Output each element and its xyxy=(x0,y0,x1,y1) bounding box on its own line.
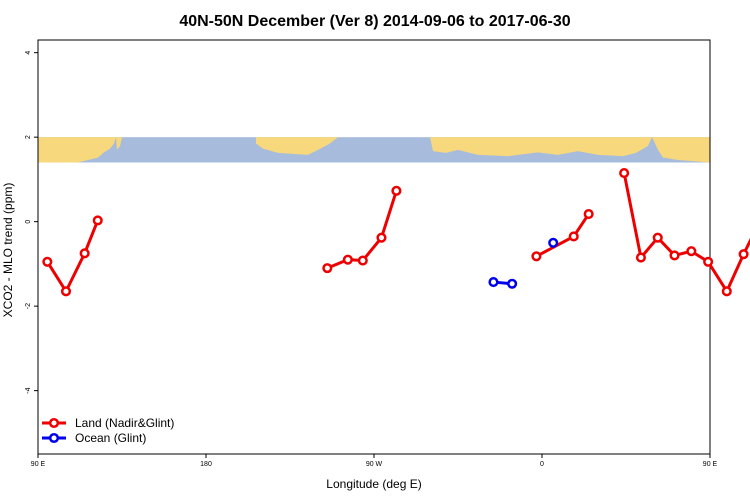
x-tick-label-1: 180 xyxy=(200,461,212,468)
legend-label-1: Ocean (Glint) xyxy=(75,431,146,445)
series-0-point-1-0 xyxy=(322,263,333,274)
series-0-point-2-1 xyxy=(568,231,579,242)
series-0-point-2-2 xyxy=(583,208,594,220)
series-0-point-1-1 xyxy=(342,254,353,265)
series-0-point-2-0 xyxy=(531,251,542,262)
y-tick-label-2: 0 xyxy=(25,220,32,224)
legend-marker-0 xyxy=(48,417,60,429)
series-0-point-0-3 xyxy=(92,215,103,226)
y-tick-label-3: -2 xyxy=(25,303,32,309)
x-tick-label-4: 90 E xyxy=(703,461,718,468)
x-tick-label-0: 90 E xyxy=(31,461,46,468)
chart-title: 40N-50N December (Ver 8) 2014-09-06 to 2… xyxy=(179,13,570,30)
y-tick-label-4: -4 xyxy=(25,387,32,393)
series-0-point-3-1 xyxy=(635,252,646,263)
series-0-point-1-3 xyxy=(376,232,387,243)
series-0-point-0-0 xyxy=(42,256,53,267)
map-land-0 xyxy=(38,137,116,163)
series-0-point-3-6 xyxy=(721,286,732,297)
x-tick-label-2: 90 W xyxy=(366,461,383,468)
series-0-point-1-4 xyxy=(391,185,402,196)
series-0-point-3-3 xyxy=(669,250,680,261)
legend: Land (Nadir&Glint)Ocean (Glint) xyxy=(42,416,174,445)
x-axis-label: Longitude (deg E) xyxy=(326,477,421,491)
legend-marker-1 xyxy=(48,432,60,444)
series-0-point-0-2 xyxy=(79,248,90,259)
map-land-3 xyxy=(430,137,652,157)
x-axis: 90 E 180 90 W 0 90 E xyxy=(31,454,718,468)
y-tick-label-0: 4 xyxy=(25,51,32,55)
series-0-line-3 xyxy=(622,172,750,293)
legend-label-0: Land (Nadir&Glint) xyxy=(75,416,174,430)
series-0-point-3-7 xyxy=(738,249,749,260)
map-land-1 xyxy=(116,137,122,150)
series-0-point-1-2 xyxy=(357,255,368,266)
series-layer xyxy=(42,168,750,297)
world-map-strip xyxy=(38,137,710,163)
y-tick-label-1: 2 xyxy=(25,135,32,139)
series-1-point-1-0 xyxy=(548,237,559,248)
map-land-2 xyxy=(256,137,338,155)
x-tick-label-3: 0 xyxy=(540,461,544,468)
y-axis-label: XCO2 - MLO trend (ppm) xyxy=(1,183,15,318)
series-0-line-2 xyxy=(535,213,590,258)
series-0-point-3-2 xyxy=(652,232,663,243)
y-axis: 4 2 0 -2 -4 xyxy=(25,51,38,394)
map-land-4 xyxy=(652,137,710,163)
series-0-point-3-4 xyxy=(686,246,697,257)
series-1-point-0-1 xyxy=(507,278,518,289)
series-0-point-3-0 xyxy=(619,168,630,179)
series-1-point-0-0 xyxy=(488,277,499,288)
series-0-point-3-5 xyxy=(703,256,714,267)
series-0-line-0 xyxy=(46,219,100,293)
series-0-point-0-1 xyxy=(60,286,72,297)
